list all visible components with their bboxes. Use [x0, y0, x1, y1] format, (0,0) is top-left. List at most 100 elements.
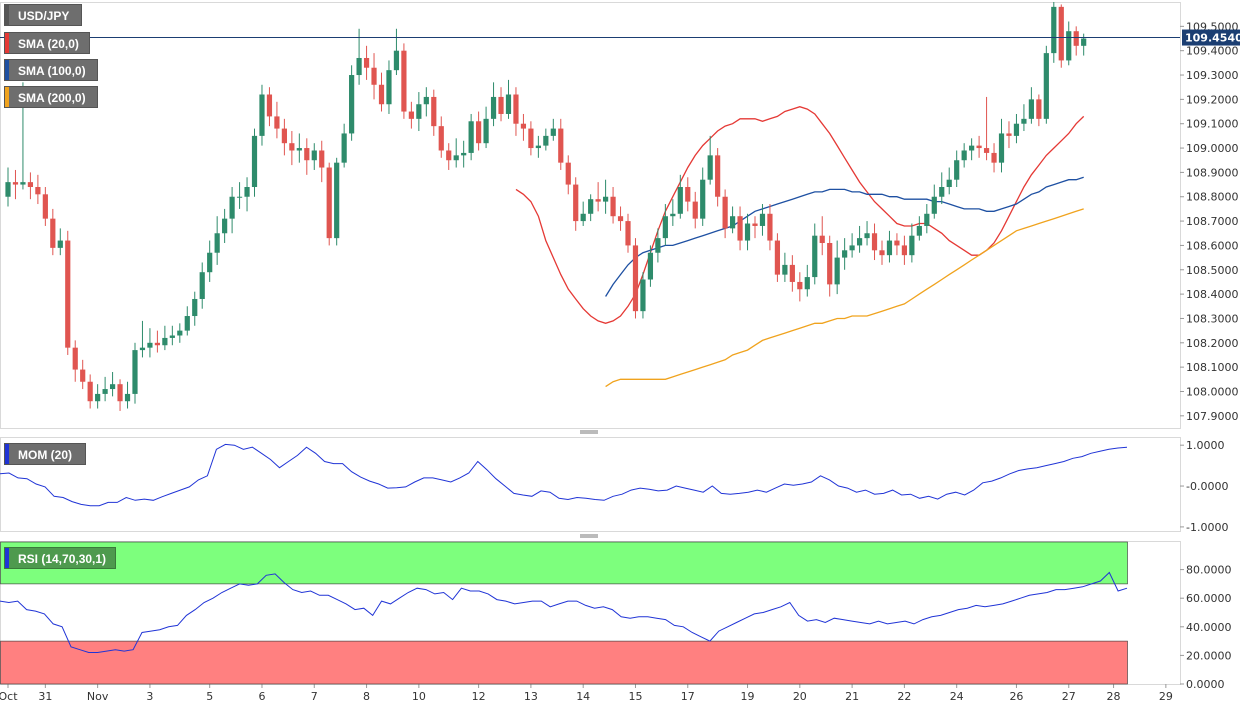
candle-body [95, 393, 101, 402]
price-axis: 109.5000109.4000109.3000109.2000109.1000… [1180, 20, 1239, 423]
candle-body [677, 187, 683, 214]
legend-swatch-sma20 [5, 33, 9, 53]
candle-body [565, 162, 571, 185]
candle-body [281, 128, 287, 144]
candle-body [782, 264, 788, 275]
candle-body [386, 70, 392, 105]
candle-body [804, 277, 810, 290]
candle-body [468, 121, 474, 153]
candle-body [274, 116, 280, 129]
candle-body [423, 96, 429, 105]
candle-body [371, 67, 377, 85]
x-tick-label: 3 [146, 690, 153, 703]
candle-body [109, 384, 116, 390]
price-tick-label: 108.7000 [1186, 215, 1239, 228]
candle-body [946, 179, 952, 188]
candle-body [535, 145, 541, 149]
rsi-overbought-zone [0, 541, 1128, 585]
candle-body [827, 242, 833, 285]
legend-sma100-label: SMA (100,0) [18, 64, 86, 78]
x-tick-label: 10 [412, 690, 426, 703]
candle-body [856, 238, 863, 246]
price-tick-label: 109.4000 [1186, 45, 1239, 58]
candle-body [513, 94, 519, 124]
candle-body [207, 252, 213, 273]
candle-body [259, 94, 265, 136]
rsi-tick-label: 0.0000 [1186, 678, 1225, 691]
candle-body [715, 155, 721, 197]
candle-body [5, 182, 11, 197]
legend-sma200[interactable]: SMA (200,0) [4, 86, 98, 108]
x-tick-label: 28 [1107, 690, 1121, 703]
candle-body [909, 235, 915, 256]
legend-mom[interactable]: MOM (20) [4, 443, 86, 465]
price-tick-label: 108.3000 [1186, 312, 1239, 325]
candle-body [1006, 133, 1012, 136]
candle-body [117, 384, 123, 402]
candle-body [65, 240, 71, 348]
candle-body [595, 199, 601, 202]
candle-body [393, 50, 400, 71]
last-price-label: 109.4540 [1185, 32, 1243, 45]
pane-border-2 [0, 437, 1181, 532]
legend-symbol[interactable]: USD/JPY [4, 4, 82, 26]
candle-body [976, 145, 982, 149]
candle-body [124, 393, 131, 402]
candle-body [139, 347, 146, 351]
legend-sma100[interactable]: SMA (100,0) [4, 59, 98, 81]
candle-body [647, 252, 654, 280]
mom-tick-label: -1.0000 [1186, 521, 1228, 534]
x-tick-label: 8 [363, 690, 370, 703]
candle-body [483, 118, 489, 144]
price-tick-label: 108.1000 [1186, 361, 1239, 374]
legend-sma20-label: SMA (20,0) [18, 37, 79, 51]
x-tick-label: 13 [524, 690, 538, 703]
candle-body [573, 184, 579, 222]
mom-line [0, 443, 1128, 507]
x-tick-label: 7 [311, 690, 318, 703]
price-tick-label: 109.2000 [1186, 93, 1239, 106]
candle-body [251, 135, 258, 188]
legend-rsi[interactable]: RSI (14,70,30,1) [4, 547, 116, 569]
candle-body [378, 84, 385, 105]
x-tick-label: 26 [1009, 690, 1023, 703]
candle-body [42, 194, 48, 219]
last-price-badge [1182, 29, 1240, 46]
candle-body [102, 389, 108, 394]
x-tick-label: Nov [87, 690, 109, 703]
candle-body [670, 213, 676, 217]
x-tick-label: 12 [472, 690, 486, 703]
candle-body [199, 272, 205, 299]
candle-body [543, 135, 549, 146]
candle-body [431, 96, 437, 127]
legend-swatch-rsi [5, 548, 9, 568]
candle-body [588, 199, 594, 214]
candle-body [520, 123, 527, 129]
candle-body [1043, 53, 1049, 119]
candle-body [363, 57, 370, 68]
legend-swatch [5, 5, 9, 25]
candle-body [1058, 6, 1064, 61]
candle-body [849, 245, 855, 251]
x-tick-label: 15 [628, 690, 642, 703]
candle-body [236, 196, 243, 198]
candle-body [655, 238, 661, 253]
candle-body [797, 281, 803, 290]
legend-sma20[interactable]: SMA (20,0) [4, 32, 90, 54]
legend-symbol-label: USD/JPY [18, 9, 70, 23]
candle-body [819, 235, 825, 243]
price-tick-label: 108.9000 [1186, 166, 1239, 179]
candle-body [461, 152, 467, 156]
candle-body [169, 335, 175, 338]
candle-body [625, 221, 631, 246]
price-tick-label: 109.1000 [1186, 118, 1239, 131]
candle-body [610, 196, 616, 217]
candle-body [550, 128, 556, 136]
candle-body [759, 213, 766, 226]
candle-body [744, 223, 751, 241]
candle-body [894, 240, 900, 246]
candle-body [632, 245, 639, 312]
candle-body [416, 104, 422, 119]
candle-body [617, 216, 624, 222]
